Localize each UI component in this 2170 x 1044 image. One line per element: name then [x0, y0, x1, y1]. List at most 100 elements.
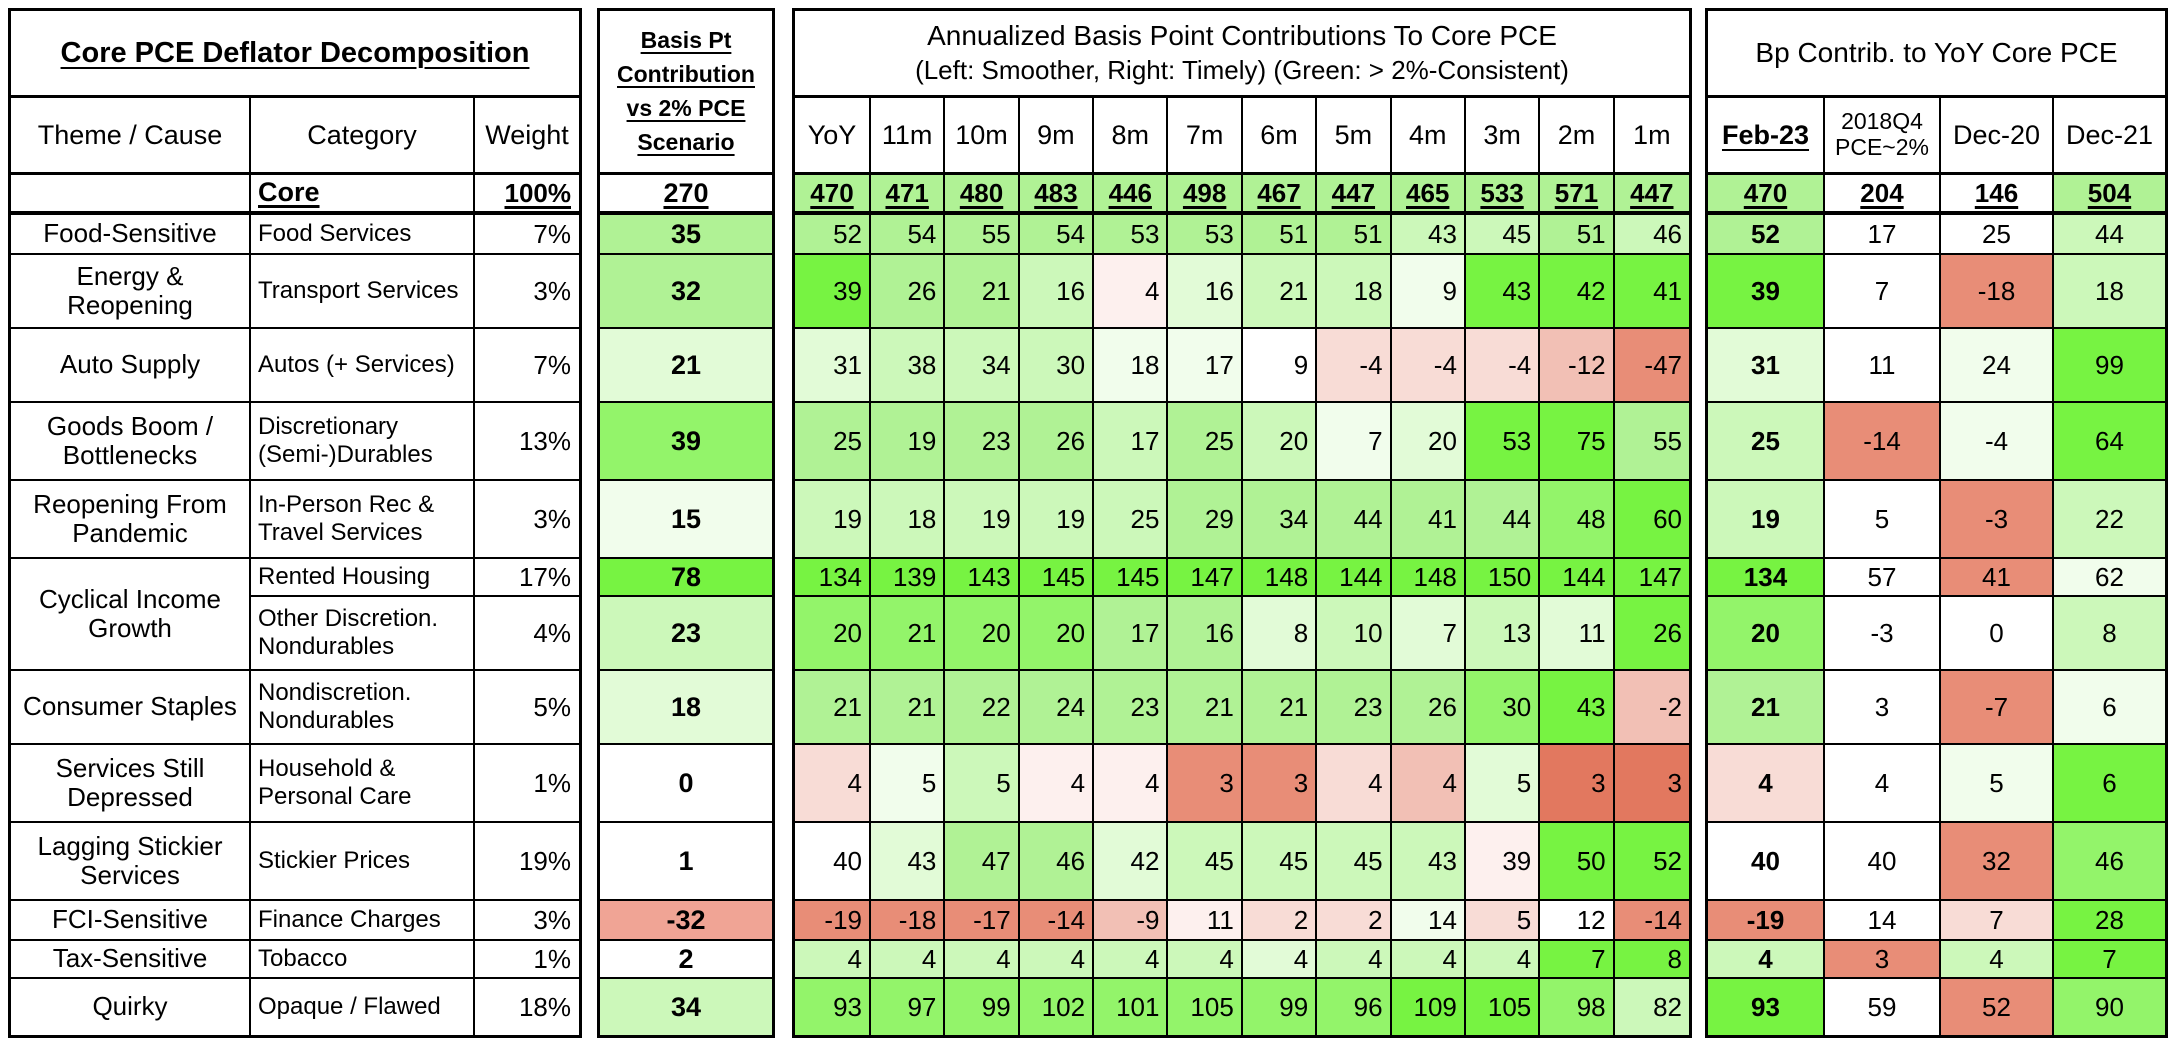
monthly-value-cell: 39 [1465, 823, 1541, 901]
weight-cell: 17% [475, 559, 579, 597]
monthly-value-cell: 54 [871, 215, 946, 255]
monthly-value-cell: 147 [1614, 559, 1689, 597]
monthly-value-cell: 19 [1019, 481, 1095, 559]
column-header-9m: 9m [1020, 98, 1095, 172]
monthly-value-cell: 42 [1540, 255, 1615, 329]
yoy-value-cell: 32 [1941, 823, 2054, 901]
column-header-11m: 11m [871, 98, 946, 172]
monthly-value-cell: -17 [945, 901, 1020, 941]
monthly-value-cell: 12 [1540, 901, 1615, 941]
right-table-header-row: Feb-23 2018Q4 PCE~2% Dec-20 Dec-21 [1708, 98, 2165, 175]
monthly-value-cell: 5 [945, 745, 1020, 823]
monthly-value-cell: 50 [1540, 823, 1615, 901]
basis-value-cell: 23 [600, 597, 772, 671]
monthly-value-cell: 82 [1614, 979, 1689, 1035]
yoy-value-cell: 7 [1825, 255, 1941, 329]
monthly-value-cell: -14 [1019, 901, 1095, 941]
monthly-value-cell: 148 [1242, 559, 1318, 597]
weight-cell: 19% [475, 823, 579, 901]
yoy-value-cell: 7 [1941, 901, 2054, 941]
yoy-value-cell: 41 [1941, 559, 2054, 597]
right-table-body: 470 204 146 504 52 17 25 44 39 7 -18 18 31 11 24 99 25 -1… [1708, 175, 2165, 1035]
monthly-value-cell: 23 [1094, 671, 1169, 745]
monthly-value-cell: 11 [1540, 597, 1615, 671]
monthly-value-cell: 18 [1094, 329, 1169, 403]
yoy-value-cell: 44 [2054, 215, 2165, 255]
monthly-value-cell: 21 [871, 671, 946, 745]
col-header-category: Category [251, 98, 475, 172]
monthly-value-cell: 43 [1391, 823, 1466, 901]
category-cell: Discretionary (Semi-)Durables [251, 403, 475, 481]
column-header-1m: 1m [1633, 119, 1671, 150]
monthly-value-cell: 148 [1391, 559, 1466, 597]
theme-cell: Goods Boom / Bottlenecks [11, 403, 251, 481]
monthly-value-cell: 26 [871, 255, 946, 329]
monthly-value-cell: 29 [1168, 481, 1243, 559]
category-cell: Opaque / Flawed [251, 979, 475, 1035]
category-cell: Other Discretion. Nondurables [251, 597, 475, 671]
monthly-value-cell: 5 [871, 745, 946, 823]
yoy-comparison-table: Bp Contrib. to YoY Core PCE Feb-23 2018Q4… [1705, 8, 2168, 1038]
yoy-value-cell: 22 [2054, 481, 2165, 559]
monthly-value-cell: 4 [1391, 745, 1466, 823]
monthly-value-cell: 52 [1614, 823, 1689, 901]
monthly-value-cell: 40 [795, 823, 871, 901]
monthly-value-cell: 4 [1094, 941, 1169, 979]
basis-value-cell: 270 [600, 175, 772, 215]
monthly-value-cell: 105 [1168, 979, 1243, 1035]
monthly-value-cell: 147 [1168, 559, 1243, 597]
theme-cell [11, 175, 251, 215]
category-cell: Finance Charges [251, 901, 475, 941]
monthly-value-cell: 26 [1019, 403, 1095, 481]
monthly-value-cell: 53 [1094, 215, 1169, 255]
monthly-value-cell: 467 [1242, 175, 1318, 215]
monthly-value-cell: 51 [1317, 215, 1392, 255]
monthly-value-cell: 47 [945, 823, 1020, 901]
monthly-value-cell: 26 [1614, 597, 1689, 671]
theme-cell: Food-Sensitive [11, 215, 251, 255]
monthly-value-cell: 45 [1168, 823, 1243, 901]
monthly-value-cell: 18 [1317, 255, 1392, 329]
yoy-value-cell: 99 [2054, 329, 2165, 403]
weight-cell: 7% [475, 329, 579, 403]
left-table-header-row: Theme / Cause Category Weight [11, 98, 579, 175]
yoy-value-cell: 57 [1825, 559, 1941, 597]
yoy-value-cell: 6 [2054, 671, 2165, 745]
monthly-value-cell: 44 [1465, 481, 1541, 559]
monthly-value-cell: -12 [1540, 329, 1615, 403]
monthly-value-cell: 4 [1094, 745, 1169, 823]
monthly-value-cell: -47 [1614, 329, 1689, 403]
monthly-value-cell: 2 [1242, 901, 1318, 941]
category-cell: Core [251, 175, 475, 215]
monthly-value-cell: 23 [1317, 671, 1392, 745]
yoy-value-cell: 17 [1825, 215, 1941, 255]
monthly-value-cell: 34 [1242, 481, 1318, 559]
yoy-value-cell: 20 [1708, 597, 1825, 671]
monthly-value-cell: 571 [1540, 175, 1615, 215]
yoy-value-cell: 14 [1825, 901, 1941, 941]
column-header-4m: 4m [1392, 98, 1466, 172]
monthly-value-cell: 43 [871, 823, 946, 901]
yoy-value-cell: -18 [1941, 255, 2054, 329]
basis-header-line: Contribution [617, 61, 755, 87]
monthly-value-cell: 4 [1465, 941, 1541, 979]
monthly-value-cell: 144 [1540, 559, 1615, 597]
monthly-value-cell: 93 [795, 979, 871, 1035]
yoy-value-cell: 8 [2054, 597, 2165, 671]
column-header-Feb-23: Feb-23 [1708, 98, 1825, 172]
monthly-value-cell: 25 [1168, 403, 1243, 481]
yoy-value-cell: 93 [1708, 979, 1825, 1035]
category-cell: Autos (+ Services) [251, 329, 475, 403]
category-cell: Nondiscretion. Nondurables [251, 671, 475, 745]
yoy-value-cell: 504 [2054, 175, 2165, 215]
category-cell: Household & Personal Care [251, 745, 475, 823]
monthly-value-cell: 3 [1168, 745, 1243, 823]
monthly-value-cell: 41 [1391, 481, 1466, 559]
weight-cell: 3% [475, 901, 579, 941]
column-header-6m: 6m [1243, 98, 1318, 172]
monthly-value-cell: 52 [795, 215, 871, 255]
monthly-value-cell: 21 [871, 597, 946, 671]
theme-cell: Lagging Stickier Services [11, 823, 251, 901]
monthly-value-cell: 41 [1614, 255, 1689, 329]
monthly-value-cell: 5 [1465, 745, 1541, 823]
